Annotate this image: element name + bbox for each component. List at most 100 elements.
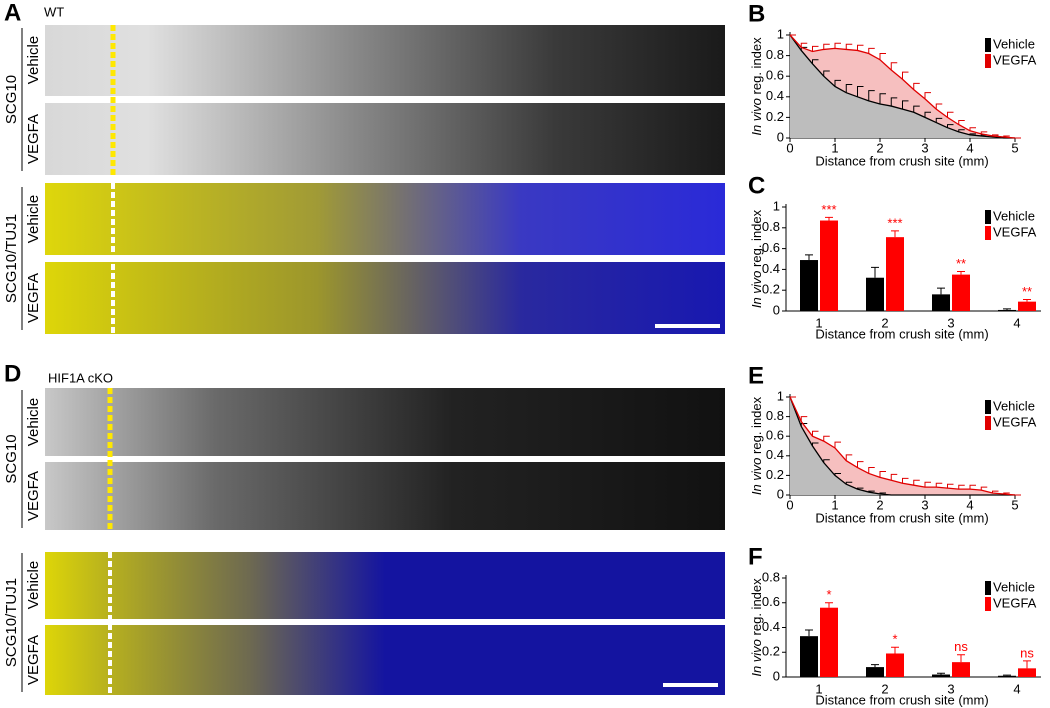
- image: [45, 625, 725, 695]
- error-bar: [834, 441, 841, 448]
- significance: *: [826, 587, 831, 602]
- significance: **: [956, 256, 966, 271]
- error-bar: [902, 100, 909, 110]
- error-bar: [890, 62, 898, 71]
- y-tick-label: 0: [773, 302, 780, 317]
- error-bar: [924, 111, 931, 118]
- y-tick-label: 0.2: [762, 644, 780, 659]
- bar: [820, 607, 838, 677]
- error-bar: [924, 481, 931, 488]
- row-label: Vehicle: [25, 561, 42, 609]
- y-tick-label: 0.6: [766, 68, 784, 83]
- error-bar: [823, 435, 830, 442]
- bar: [886, 653, 904, 677]
- error-bar: [890, 473, 898, 481]
- y-tick-label: 0.4: [766, 88, 784, 103]
- y-tick-label: 0.2: [766, 109, 784, 124]
- error-bar: [868, 47, 875, 54]
- significance: ns: [954, 639, 968, 654]
- y-axis-label: In vivo reg. index: [749, 209, 764, 308]
- row-label: VEGFA: [25, 471, 42, 521]
- error-bar: [980, 131, 988, 134]
- row-label: Vehicle: [25, 398, 42, 446]
- bar: [800, 260, 818, 311]
- error-bar: [834, 42, 841, 49]
- area: [790, 35, 1015, 138]
- y-axis-label-italic: In vivo: [749, 639, 764, 677]
- bar: [866, 277, 884, 311]
- panel-letter: A: [4, 0, 21, 26]
- legend-swatch: [985, 210, 991, 224]
- legend-label: Vehicle: [993, 579, 1035, 594]
- significance: ***: [821, 202, 836, 217]
- error-bar: [902, 477, 909, 484]
- y-tick-label: 0.6: [762, 240, 780, 255]
- bar: [820, 220, 838, 311]
- bar: [866, 667, 884, 677]
- error-bar: [879, 93, 886, 105]
- error-bar: [957, 654, 965, 663]
- image: [45, 388, 725, 456]
- row-label: VEGFA: [25, 114, 42, 164]
- error-bar: [800, 42, 808, 48]
- error-bar: [935, 482, 943, 488]
- y-tick-label: 0.6: [762, 594, 780, 609]
- x-tick-label: 4: [1013, 315, 1020, 330]
- x-tick-label: 2: [876, 140, 883, 155]
- y-tick-label: 0.4: [762, 261, 780, 276]
- error-bar: [937, 672, 945, 675]
- error-bar: [947, 124, 954, 128]
- error-bar: [845, 454, 853, 461]
- legend-swatch: [985, 38, 991, 52]
- error-bar: [823, 70, 830, 77]
- x-tick-label: 3: [947, 681, 954, 696]
- legend-label: Vehicle: [993, 208, 1035, 223]
- significance: *: [892, 632, 897, 647]
- row-label: VEGFA: [25, 635, 42, 685]
- stain-label: SCG10: [3, 75, 20, 124]
- row-label: Vehicle: [25, 36, 42, 84]
- y-axis-label-text: reg. index: [749, 396, 764, 454]
- x-tick-label: 5: [1011, 497, 1018, 512]
- x-tick-label: 3: [921, 497, 928, 512]
- y-tick-label: 0.6: [766, 428, 784, 443]
- error-bar: [969, 127, 976, 131]
- error-bar: [1003, 308, 1011, 310]
- legend-label: VEGFA: [993, 595, 1037, 610]
- x-axis-label: Distance from crush site (mm): [815, 510, 988, 525]
- x-axis-label: Distance from crush site (mm): [815, 153, 988, 168]
- image: [45, 262, 725, 334]
- error-bar: [891, 646, 899, 654]
- error-bar: [857, 461, 864, 468]
- x-tick-label: 2: [881, 315, 888, 330]
- error-bar: [902, 71, 909, 80]
- error-bar: [958, 484, 965, 490]
- x-tick-label: 2: [876, 497, 883, 512]
- error-bar: [812, 45, 819, 52]
- significance: ***: [887, 215, 902, 230]
- y-tick-label: 0: [777, 129, 784, 144]
- image: [45, 552, 725, 619]
- error-bar: [879, 470, 886, 478]
- bar: [998, 309, 1016, 311]
- x-tick-label: 4: [966, 497, 973, 512]
- x-axis-label: Distance from crush site (mm): [815, 692, 988, 707]
- x-tick-label: 2: [881, 681, 888, 696]
- x-tick-label: 4: [1013, 681, 1020, 696]
- x-tick-label: 0: [786, 497, 793, 512]
- panel-letter: E: [748, 362, 764, 389]
- legend-swatch: [985, 581, 991, 595]
- legend-label: VEGFA: [993, 52, 1037, 67]
- y-axis-label-text: reg. index: [749, 209, 764, 267]
- x-tick-label: 1: [831, 140, 838, 155]
- error-bar: [812, 59, 819, 64]
- error-bar: [891, 230, 899, 238]
- stain-label: SCG10/TUJ1: [3, 578, 20, 667]
- y-tick-label: 0.8: [766, 408, 784, 423]
- error-bar: [834, 79, 841, 87]
- bar: [1018, 301, 1036, 311]
- error-bar: [937, 287, 945, 295]
- error-bar: [857, 44, 864, 51]
- y-tick-label: 0.8: [766, 47, 784, 62]
- error-bar: [1003, 674, 1011, 676]
